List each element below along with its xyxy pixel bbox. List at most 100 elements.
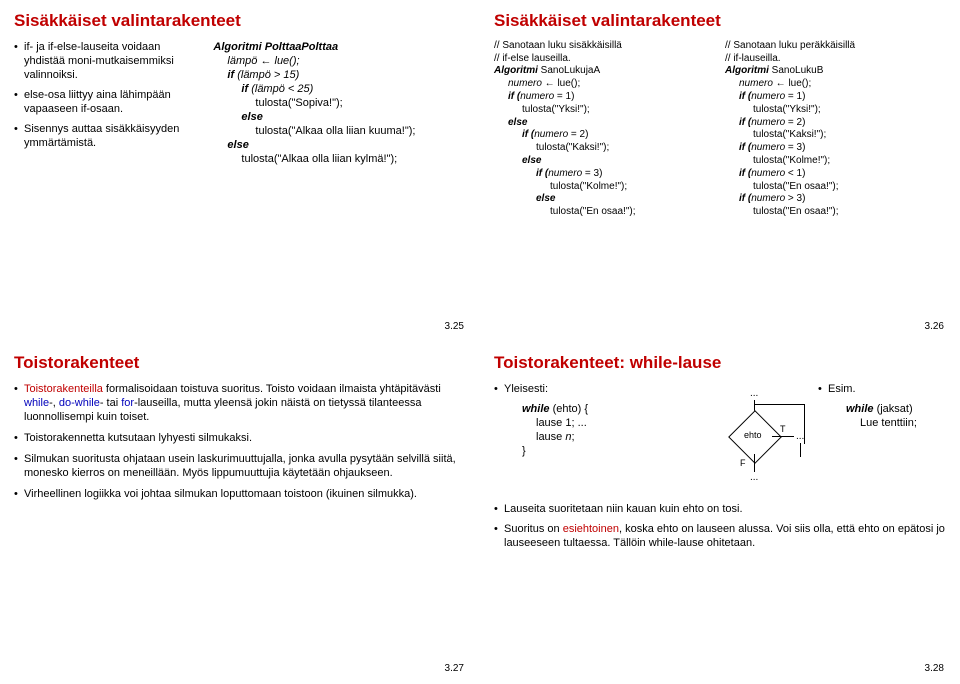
- code-text: > 3): [785, 193, 805, 204]
- bullet-list: if- ja if-else-lauseita voidaan yhdistää…: [14, 40, 203, 151]
- code-kw: else: [536, 193, 555, 204]
- slide-title: Sisäkkäiset valintarakenteet: [14, 10, 466, 32]
- list-item: Silmukan suoritusta ohjataan usein lasku…: [14, 452, 466, 480]
- page-number: 3.27: [445, 663, 464, 676]
- code-kw: else: [241, 111, 262, 123]
- code-text: = 1): [785, 91, 805, 102]
- code-line: tulosta("Alkaa olla liian kylmä!");: [213, 152, 466, 166]
- code-text: = 3): [582, 168, 602, 179]
- code-comment: // if-lauseilla.: [725, 53, 946, 66]
- code-text: < 1): [785, 168, 805, 179]
- code-text: lause: [536, 431, 565, 443]
- code-line: tulosta("En osaa!");: [725, 181, 946, 194]
- code-text: }: [522, 444, 694, 458]
- code-kw: else: [227, 139, 248, 151]
- edge-label: F: [740, 458, 746, 470]
- code-line: tulosta("En osaa!");: [725, 206, 946, 219]
- page-number: 3.28: [925, 663, 944, 676]
- code-id: numero: [508, 78, 542, 89]
- list-item: else-osa liittyy aina lähimpään vapaasee…: [14, 88, 203, 116]
- code-kw: while: [846, 403, 874, 415]
- slide-1: Sisäkkäiset valintarakenteet if- ja if-e…: [0, 0, 480, 342]
- code-kw: if (: [739, 168, 751, 179]
- text: -,: [49, 397, 59, 409]
- code-text: (lämpö > 15): [234, 69, 299, 81]
- code-line: tulosta("Alkaa olla liian kuuma!");: [213, 124, 466, 138]
- code-comment: // Sanotaan luku sisäkkäisillä: [494, 40, 715, 53]
- slide-title: Toistorakenteet: [14, 352, 466, 374]
- text: Suoritus on: [504, 523, 563, 535]
- code-text: (lämpö < 25): [248, 83, 313, 95]
- code-text: = 1): [554, 91, 574, 102]
- code-text: ← lue();: [542, 78, 580, 89]
- code-text: = 3): [785, 142, 805, 153]
- code-text: Lue tenttiin;: [846, 416, 946, 430]
- code-text: = 2): [785, 117, 805, 128]
- slide-2: Sisäkkäiset valintarakenteet // Sanotaan…: [480, 0, 960, 342]
- kw-text: for: [121, 397, 134, 409]
- code-kw: Algoritmi: [494, 65, 538, 76]
- node-label: ehto: [744, 430, 762, 442]
- code-id: numero: [751, 142, 785, 153]
- code-line: tulosta("Sopiva!");: [213, 96, 466, 110]
- algo-header: Algoritmi PolttaaPolttaa: [213, 41, 338, 53]
- bullet-list: Esim.: [818, 382, 946, 396]
- list-item: if- ja if-else-lauseita voidaan yhdistää…: [14, 40, 203, 82]
- code-text: lause 1;: [536, 417, 578, 429]
- highlight-text: esiehtoinen: [563, 523, 619, 535]
- code-kw: if (: [739, 142, 751, 153]
- code-line: lämpö ← lue();: [227, 55, 299, 67]
- code-kw: Algoritmi: [725, 65, 769, 76]
- code-kw: while: [522, 403, 550, 415]
- code-kw: if (: [536, 168, 548, 179]
- code-id: numero: [739, 78, 773, 89]
- edge-label: T: [780, 424, 786, 436]
- code-kw: if (: [739, 117, 751, 128]
- code-kw: if (: [739, 91, 751, 102]
- slide-title: Sisäkkäiset valintarakenteet: [494, 10, 946, 32]
- list-item: Toistorakennetta kutsutaan lyhyesti silm…: [14, 431, 466, 445]
- code-line: tulosta("Yksi!");: [725, 104, 946, 117]
- list-item: Suoritus on esiehtoinen, koska ehto on l…: [494, 522, 946, 550]
- code-kw: else: [522, 155, 541, 166]
- code-kw: if (: [522, 129, 534, 140]
- code-id: numero: [751, 91, 785, 102]
- text: - tai: [100, 397, 121, 409]
- bullet-list: Yleisesti:: [494, 382, 694, 396]
- code-id: numero: [751, 117, 785, 128]
- code-id: numero: [520, 91, 554, 102]
- code-text: (ehto) {: [550, 403, 589, 415]
- page-number: 3.26: [925, 321, 944, 334]
- code-id: numero: [534, 129, 568, 140]
- list-item: Toistorakenteilla formalisoidaan toistuv…: [14, 382, 466, 424]
- code-line: tulosta("Kaksi!");: [725, 129, 946, 142]
- slide-title: Toistorakenteet: while-lause: [494, 352, 946, 374]
- slide-3: Toistorakenteet Toistorakenteilla formal…: [0, 342, 480, 684]
- kw-text: while: [24, 397, 49, 409]
- code-text: SanoLukuB: [769, 65, 824, 76]
- list-item: Virheellinen logiikka voi johtaa silmuka…: [14, 487, 466, 501]
- slide-4: Toistorakenteet: while-lause Yleisesti: …: [480, 342, 960, 684]
- code-id: numero: [751, 193, 785, 204]
- code-id: numero: [751, 168, 785, 179]
- code-comment: // if-else lauseilla.: [494, 53, 715, 66]
- code-text: ;: [571, 431, 574, 443]
- code-text: ...: [578, 417, 587, 429]
- flowchart-diagram: ... ehto T ... F ...: [700, 386, 810, 486]
- code-text: SanoLukujaA: [538, 65, 600, 76]
- code-line: tulosta("Kolme!");: [494, 181, 715, 194]
- bullet-list: Toistorakenteilla formalisoidaan toistuv…: [14, 382, 466, 502]
- code-line: tulosta("Yksi!");: [494, 104, 715, 117]
- code-kw: if (: [739, 193, 751, 204]
- code-line: tulosta("Kaksi!");: [494, 142, 715, 155]
- code-line: tulosta("Kolme!");: [725, 155, 946, 168]
- bullet-list: Lauseita suoritetaan niin kauan kuin eht…: [494, 502, 946, 550]
- code-kw: if (: [508, 91, 520, 102]
- kw-text: do-while: [59, 397, 100, 409]
- list-item: Sisennys auttaa sisäkkäisyyden ymmärtämi…: [14, 122, 203, 150]
- page-number: 3.25: [445, 321, 464, 334]
- text: formalisoidaan toistuva suoritus. Toisto…: [103, 383, 441, 395]
- list-item: Lauseita suoritetaan niin kauan kuin eht…: [494, 502, 946, 516]
- code-text: = 2): [568, 129, 588, 140]
- code-id: numero: [548, 168, 582, 179]
